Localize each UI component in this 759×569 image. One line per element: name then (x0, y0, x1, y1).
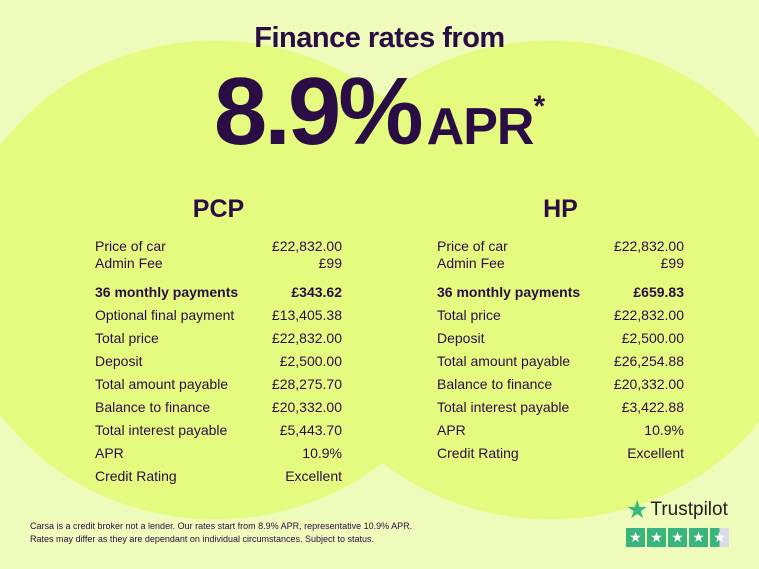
table-row: Admin Fee £99 (95, 255, 342, 272)
row-value: £343.62 (291, 284, 342, 300)
pcp-title: PCP (192, 195, 245, 223)
table-row: APR 10.9% (437, 422, 684, 439)
table-row: 36 monthly payments £659.83 (437, 284, 684, 301)
row-label: Total interest payable (95, 422, 228, 438)
row-label: Admin Fee (95, 255, 163, 271)
row-label: Total amount payable (95, 376, 229, 392)
row-value: 10.9% (302, 445, 342, 461)
row-label: APR (437, 422, 466, 438)
trustpilot-header: ★ Trustpilot (626, 495, 730, 525)
table-row: Admin Fee £99 (437, 255, 684, 272)
pcp-table: PCP Price of car £22,832.00 Admin Fee £99 36… (95, 195, 342, 485)
table-row: APR 10.9% (95, 445, 342, 462)
row-label: Credit Rating (95, 468, 177, 484)
row-label: Price of car (95, 238, 166, 254)
row-label: Total price (437, 307, 501, 323)
row-value: £2,500.00 (279, 353, 342, 369)
hp-rows: Price of car £22,832.00 Admin Fee £99 36 mon… (437, 238, 684, 462)
disclaimer-line-2: Rates may differ as they are dependant o… (30, 534, 375, 544)
hp-table: HP Price of car £22,832.00 Admin Fee £99 36 … (437, 195, 684, 462)
row-value: £20,332.00 (271, 399, 342, 415)
row-value: £99 (318, 255, 342, 271)
row-value: £3,422.88 (621, 399, 684, 415)
table-row: Total amount payable £28,275.70 (95, 376, 342, 393)
table-row: Total amount payable £26,254.88 (437, 353, 684, 370)
row-label: Total amount payable (437, 353, 571, 369)
table-row: Total interest payable £3,422.88 (437, 399, 684, 416)
rating-star-icon: ★ (689, 528, 708, 547)
row-label: APR (95, 445, 124, 461)
row-label: Deposit (95, 353, 143, 369)
rate-banner: 8.9% APR* (0, 62, 759, 162)
row-value: £20,332.00 (613, 376, 684, 392)
trustpilot-star-icon: ★ (626, 496, 649, 524)
row-value: 10.9% (644, 422, 684, 438)
row-value: £22,832.00 (613, 238, 684, 254)
row-value: £99 (660, 255, 684, 271)
table-row: Price of car £22,832.00 (95, 238, 342, 255)
table-row: Balance to finance £20,332.00 (437, 376, 684, 393)
rate-asterisk: * (533, 90, 546, 123)
hp-title: HP (543, 195, 578, 223)
row-label: Deposit (437, 330, 485, 346)
table-row: Price of car £22,832.00 (437, 238, 684, 255)
row-value: £22,832.00 (271, 330, 342, 346)
row-value: Excellent (627, 445, 684, 461)
pcp-rows: Price of car £22,832.00 Admin Fee £99 36 mon… (95, 238, 342, 485)
table-row: Total interest payable £5,443.70 (95, 422, 342, 439)
table-row: Total price £22,832.00 (437, 307, 684, 324)
table-row: Optional final payment £13,405.38 (95, 307, 342, 324)
row-value: £22,832.00 (613, 307, 684, 323)
table-row: Deposit £2,500.00 (95, 353, 342, 370)
row-value: £22,832.00 (271, 238, 342, 254)
rating-star-icon: ★ (647, 528, 666, 547)
row-label: Balance to finance (437, 376, 553, 392)
row-value: Excellent (285, 468, 342, 484)
table-row: Credit Rating Excellent (437, 445, 684, 462)
table-row: Total price £22,832.00 (95, 330, 342, 347)
row-label: 36 monthly payments (437, 284, 581, 300)
row-label: Price of car (437, 238, 508, 254)
trustpilot-badge[interactable]: ★ Trustpilot ★ ★ ★ ★ ★ (626, 495, 730, 547)
table-row: Deposit £2,500.00 (437, 330, 684, 347)
row-label: 36 monthly payments (95, 284, 239, 300)
rate-unit: APR (426, 98, 535, 156)
row-label: Admin Fee (437, 255, 505, 271)
row-value: £659.83 (633, 284, 684, 300)
trustpilot-rating: ★ ★ ★ ★ ★ (626, 528, 730, 547)
row-label: Optional final payment (95, 307, 235, 323)
rate-value: 8.9% (213, 58, 424, 165)
row-value: £26,254.88 (613, 353, 684, 369)
row-label: Total price (95, 330, 159, 346)
rating-star-icon: ★ (710, 528, 729, 547)
row-value: £13,405.38 (271, 307, 342, 323)
row-value: £2,500.00 (621, 330, 684, 346)
row-label: Credit Rating (437, 445, 519, 461)
row-label: Total interest payable (437, 399, 570, 415)
table-row: Credit Rating Excellent (95, 468, 342, 485)
disclaimer: Carsa is a credit broker not a lender. O… (30, 520, 412, 546)
headline: Finance rates from (254, 22, 505, 54)
rating-star-icon: ★ (668, 528, 687, 547)
row-value: £28,275.70 (271, 376, 342, 392)
row-label: Balance to finance (95, 399, 211, 415)
row-value: £5,443.70 (279, 422, 342, 438)
table-row: Balance to finance £20,332.00 (95, 399, 342, 416)
trustpilot-name: Trustpilot (650, 499, 728, 520)
disclaimer-line-1: Carsa is a credit broker not a lender. O… (30, 521, 413, 531)
rating-star-icon: ★ (626, 528, 645, 547)
table-row: 36 monthly payments £343.62 (95, 284, 342, 301)
